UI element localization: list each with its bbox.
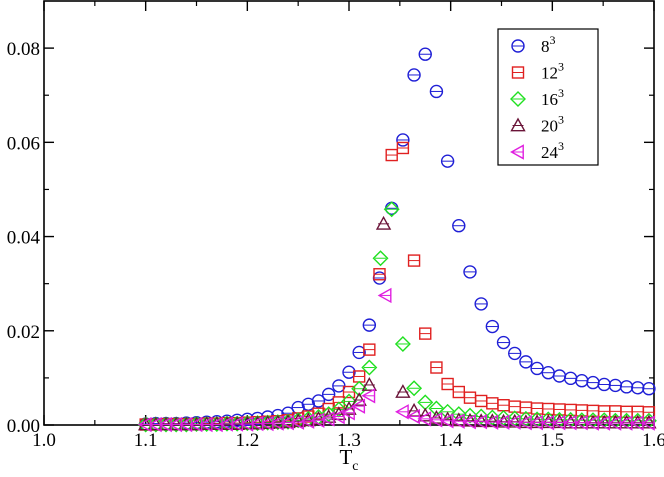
data-point: [375, 215, 392, 230]
data-point: [383, 201, 400, 218]
data-point: [631, 381, 645, 395]
data-point: [219, 416, 235, 430]
data-point: [361, 359, 378, 376]
series-24-3: [137, 287, 655, 433]
data-point: [249, 415, 266, 430]
legend-label: 163: [541, 86, 564, 109]
data-point: [440, 154, 455, 168]
legend-marker: [510, 91, 526, 107]
data-point: [452, 219, 466, 233]
data-point: [342, 365, 356, 379]
x-tick-label: 1.2: [235, 430, 259, 451]
x-tick-label: 1.4: [439, 430, 463, 451]
data-point: [188, 416, 205, 431]
data-points: [137, 47, 657, 433]
data-point: [473, 408, 490, 425]
legend-label: 243: [541, 139, 564, 162]
legend: 83 123 163 203 243: [497, 28, 599, 166]
data-point: [229, 416, 245, 430]
data-point: [463, 265, 477, 279]
data-point: [519, 355, 533, 369]
y-tick-label: 0.06: [7, 133, 40, 154]
data-point: [484, 409, 501, 426]
data-point: [351, 392, 367, 406]
data-point: [461, 407, 478, 424]
legend-marker: [510, 117, 526, 132]
y-tick-label: 0.02: [7, 322, 40, 343]
data-point: [311, 394, 326, 408]
data-point: [406, 380, 423, 397]
data-point: [361, 377, 378, 391]
axis-tick-labels: 1.0 1.1 1.2 1.3 1.4 1.5 1.6 0.00 0.02 0.04 0.06 0.0…: [7, 39, 664, 451]
data-point: [137, 416, 154, 431]
x-tick-label: 1.0: [32, 430, 56, 451]
legend-label: 83: [541, 33, 556, 56]
legend-label: 203: [541, 113, 564, 136]
data-point: [178, 416, 195, 431]
legend-label: 123: [541, 60, 564, 83]
data-point: [439, 403, 456, 420]
data-point: [148, 416, 164, 431]
data-point: [417, 407, 433, 422]
x-tick-label: 1.5: [540, 430, 564, 451]
data-point: [168, 416, 184, 431]
y-tick-label: 0.04: [7, 228, 41, 249]
data-point: [508, 346, 522, 361]
data-point: [485, 319, 500, 334]
data-point: [418, 47, 432, 61]
data-point: [642, 382, 656, 396]
data-point: [351, 380, 368, 397]
x-tick-label: 1.6: [642, 430, 664, 451]
data-point: [562, 414, 579, 429]
data-point: [396, 133, 410, 147]
data-point: [394, 335, 411, 352]
data-point: [597, 377, 611, 392]
data-point: [395, 384, 411, 398]
x-tick-label: 1.1: [134, 430, 158, 451]
data-point: [574, 414, 590, 429]
data-point: [619, 380, 634, 394]
y-tick-label: 0.00: [7, 416, 40, 437]
data-point: [429, 84, 444, 99]
data-point: [362, 318, 377, 332]
data-point: [341, 401, 357, 415]
data-point: [352, 345, 366, 360]
y-tick-label: 0.08: [7, 39, 40, 60]
data-point: [474, 297, 488, 311]
data-point: [407, 68, 421, 82]
data-point: [496, 335, 511, 350]
data-point: [372, 250, 389, 267]
x-axis-title: Tc: [339, 445, 358, 474]
x-tick-label: 1.3: [337, 430, 361, 451]
legend-marker: [511, 39, 525, 53]
data-point: [158, 416, 174, 431]
data-point: [321, 387, 336, 402]
